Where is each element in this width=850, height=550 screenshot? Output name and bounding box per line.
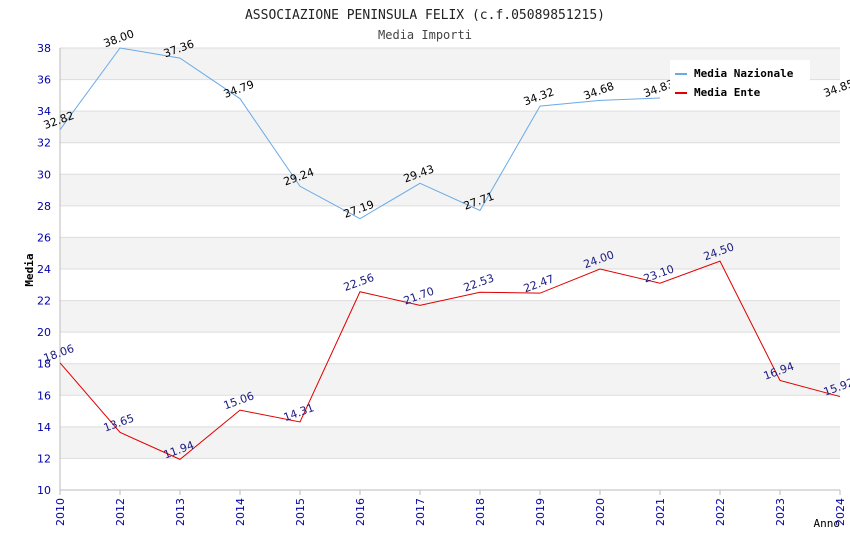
legend-box bbox=[670, 60, 810, 102]
y-tick-label: 24 bbox=[37, 263, 51, 276]
y-tick-label: 36 bbox=[37, 74, 51, 87]
y-tick-label: 38 bbox=[37, 42, 51, 55]
x-tick-label: 2014 bbox=[234, 498, 247, 526]
x-tick-label: 2016 bbox=[354, 498, 367, 526]
grid-band bbox=[60, 426, 840, 459]
y-tick-label: 22 bbox=[37, 295, 51, 308]
y-axis-label: Media bbox=[23, 253, 36, 286]
chart-title: ASSOCIAZIONE PENINSULA FELIX (c.f.050898… bbox=[245, 8, 605, 23]
x-tick-label: 2021 bbox=[654, 498, 667, 526]
chart-subtitle: Media Importi bbox=[378, 28, 472, 42]
grid-band bbox=[60, 300, 840, 333]
grid-band bbox=[60, 458, 840, 490]
grid-band bbox=[60, 363, 840, 396]
y-tick-label: 26 bbox=[37, 231, 51, 244]
y-tick-label: 28 bbox=[37, 200, 51, 213]
grid-band bbox=[60, 205, 840, 238]
grid-band bbox=[60, 269, 840, 301]
x-tick-label: 2018 bbox=[474, 498, 487, 526]
series-line-2 bbox=[59, 260, 841, 460]
grid-band bbox=[60, 142, 840, 175]
y-tick-label: 30 bbox=[37, 168, 51, 181]
legend: Media Nazionale Media Ente bbox=[670, 60, 810, 102]
grid-band bbox=[60, 395, 840, 427]
y-tick-label: 18 bbox=[37, 358, 51, 371]
y-tick-label: 14 bbox=[37, 421, 51, 434]
x-tick-label: 2019 bbox=[534, 498, 547, 526]
x-tick-label: 2010 bbox=[54, 498, 67, 526]
y-tick-label: 32 bbox=[37, 137, 51, 150]
legend-label: Media Nazionale bbox=[694, 67, 794, 80]
x-axis-label: Anno bbox=[814, 517, 841, 530]
grid-band bbox=[60, 174, 840, 206]
x-tick-label: 2020 bbox=[594, 498, 607, 526]
y-tick-label: 20 bbox=[37, 326, 51, 339]
y-tick-label: 12 bbox=[37, 452, 51, 465]
data-label: 38.00 bbox=[102, 27, 136, 50]
grid-band bbox=[60, 237, 840, 269]
x-tick-label: 2024 bbox=[834, 498, 847, 526]
x-tick-label: 2015 bbox=[294, 498, 307, 526]
x-tick-label: 2013 bbox=[174, 498, 187, 526]
grid-band bbox=[60, 111, 840, 143]
legend-label: Media Ente bbox=[694, 86, 761, 99]
x-tick-label: 2017 bbox=[414, 498, 427, 526]
x-tick-label: 2012 bbox=[114, 498, 127, 526]
y-tick-label: 34 bbox=[37, 105, 51, 118]
y-tick-label: 10 bbox=[37, 484, 51, 497]
y-tick-label: 16 bbox=[37, 389, 51, 402]
x-tick-label: 2022 bbox=[714, 498, 727, 526]
grid-band bbox=[60, 332, 840, 364]
x-tick-label: 2023 bbox=[774, 498, 787, 526]
